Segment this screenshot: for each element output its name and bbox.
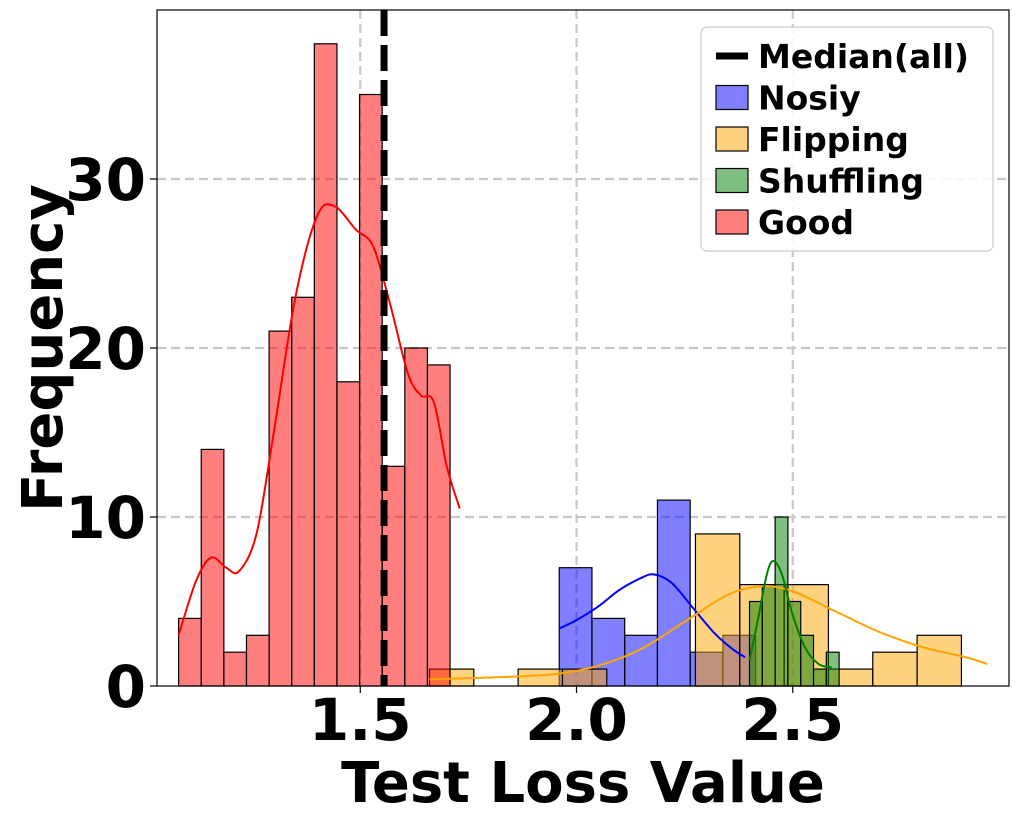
histogram-bar bbox=[787, 600, 802, 687]
histogram-bar bbox=[812, 668, 827, 687]
histogram-bar bbox=[336, 381, 361, 687]
legend-swatch bbox=[715, 84, 749, 111]
kde-curve bbox=[429, 585, 988, 681]
histogram-bar bbox=[313, 43, 338, 687]
kde-curve bbox=[748, 559, 832, 669]
histogram-bar bbox=[748, 600, 763, 687]
kde-curve bbox=[558, 573, 746, 659]
legend-label: Shuffling bbox=[758, 162, 924, 201]
kde-curves bbox=[177, 203, 988, 681]
y-tick-label: 20 bbox=[65, 315, 146, 383]
y-axis-label: Frequency bbox=[11, 184, 76, 512]
y-tick-label: 10 bbox=[65, 484, 146, 552]
y-tick-label: 0 bbox=[106, 653, 146, 721]
legend-box bbox=[700, 26, 994, 252]
x-tick-label: 1.5 bbox=[309, 686, 412, 754]
histogram-bar bbox=[426, 364, 451, 687]
histogram-bar bbox=[872, 651, 918, 687]
histogram-bar bbox=[178, 617, 202, 687]
histogram-bar bbox=[656, 499, 691, 687]
histogram-bar bbox=[916, 634, 963, 687]
histogram-bar bbox=[200, 448, 225, 687]
histogram-bar bbox=[245, 634, 270, 687]
legend-label: Good bbox=[758, 203, 854, 242]
histogram-bar bbox=[825, 651, 840, 687]
histogram-bar bbox=[223, 651, 248, 687]
series-bars bbox=[178, 43, 451, 687]
y-tick-label: 30 bbox=[65, 146, 146, 214]
histogram-bar bbox=[517, 668, 564, 687]
series-bars bbox=[748, 516, 840, 687]
x-tick-label: 2.5 bbox=[741, 686, 844, 754]
kde-curve bbox=[177, 203, 461, 636]
axis-ticks: 1.5 2.0 2.5 0 10 20 30 bbox=[65, 146, 844, 754]
legend-swatch bbox=[715, 126, 749, 152]
histogram-bar bbox=[761, 583, 776, 687]
histogram-bar bbox=[291, 296, 315, 687]
x-axis-label: Test Loss Value bbox=[341, 751, 825, 816]
legend-swatch bbox=[715, 209, 749, 235]
histogram-bar bbox=[358, 93, 383, 687]
legend-label: Flipping bbox=[758, 120, 909, 159]
x-tick-label: 2.0 bbox=[525, 686, 628, 754]
histogram-bar bbox=[404, 347, 429, 687]
legend-swatch bbox=[715, 167, 749, 194]
legend-label: Median(all) bbox=[758, 37, 969, 76]
histogram-bar bbox=[774, 516, 789, 687]
legend-label: Nosiy bbox=[758, 79, 861, 118]
